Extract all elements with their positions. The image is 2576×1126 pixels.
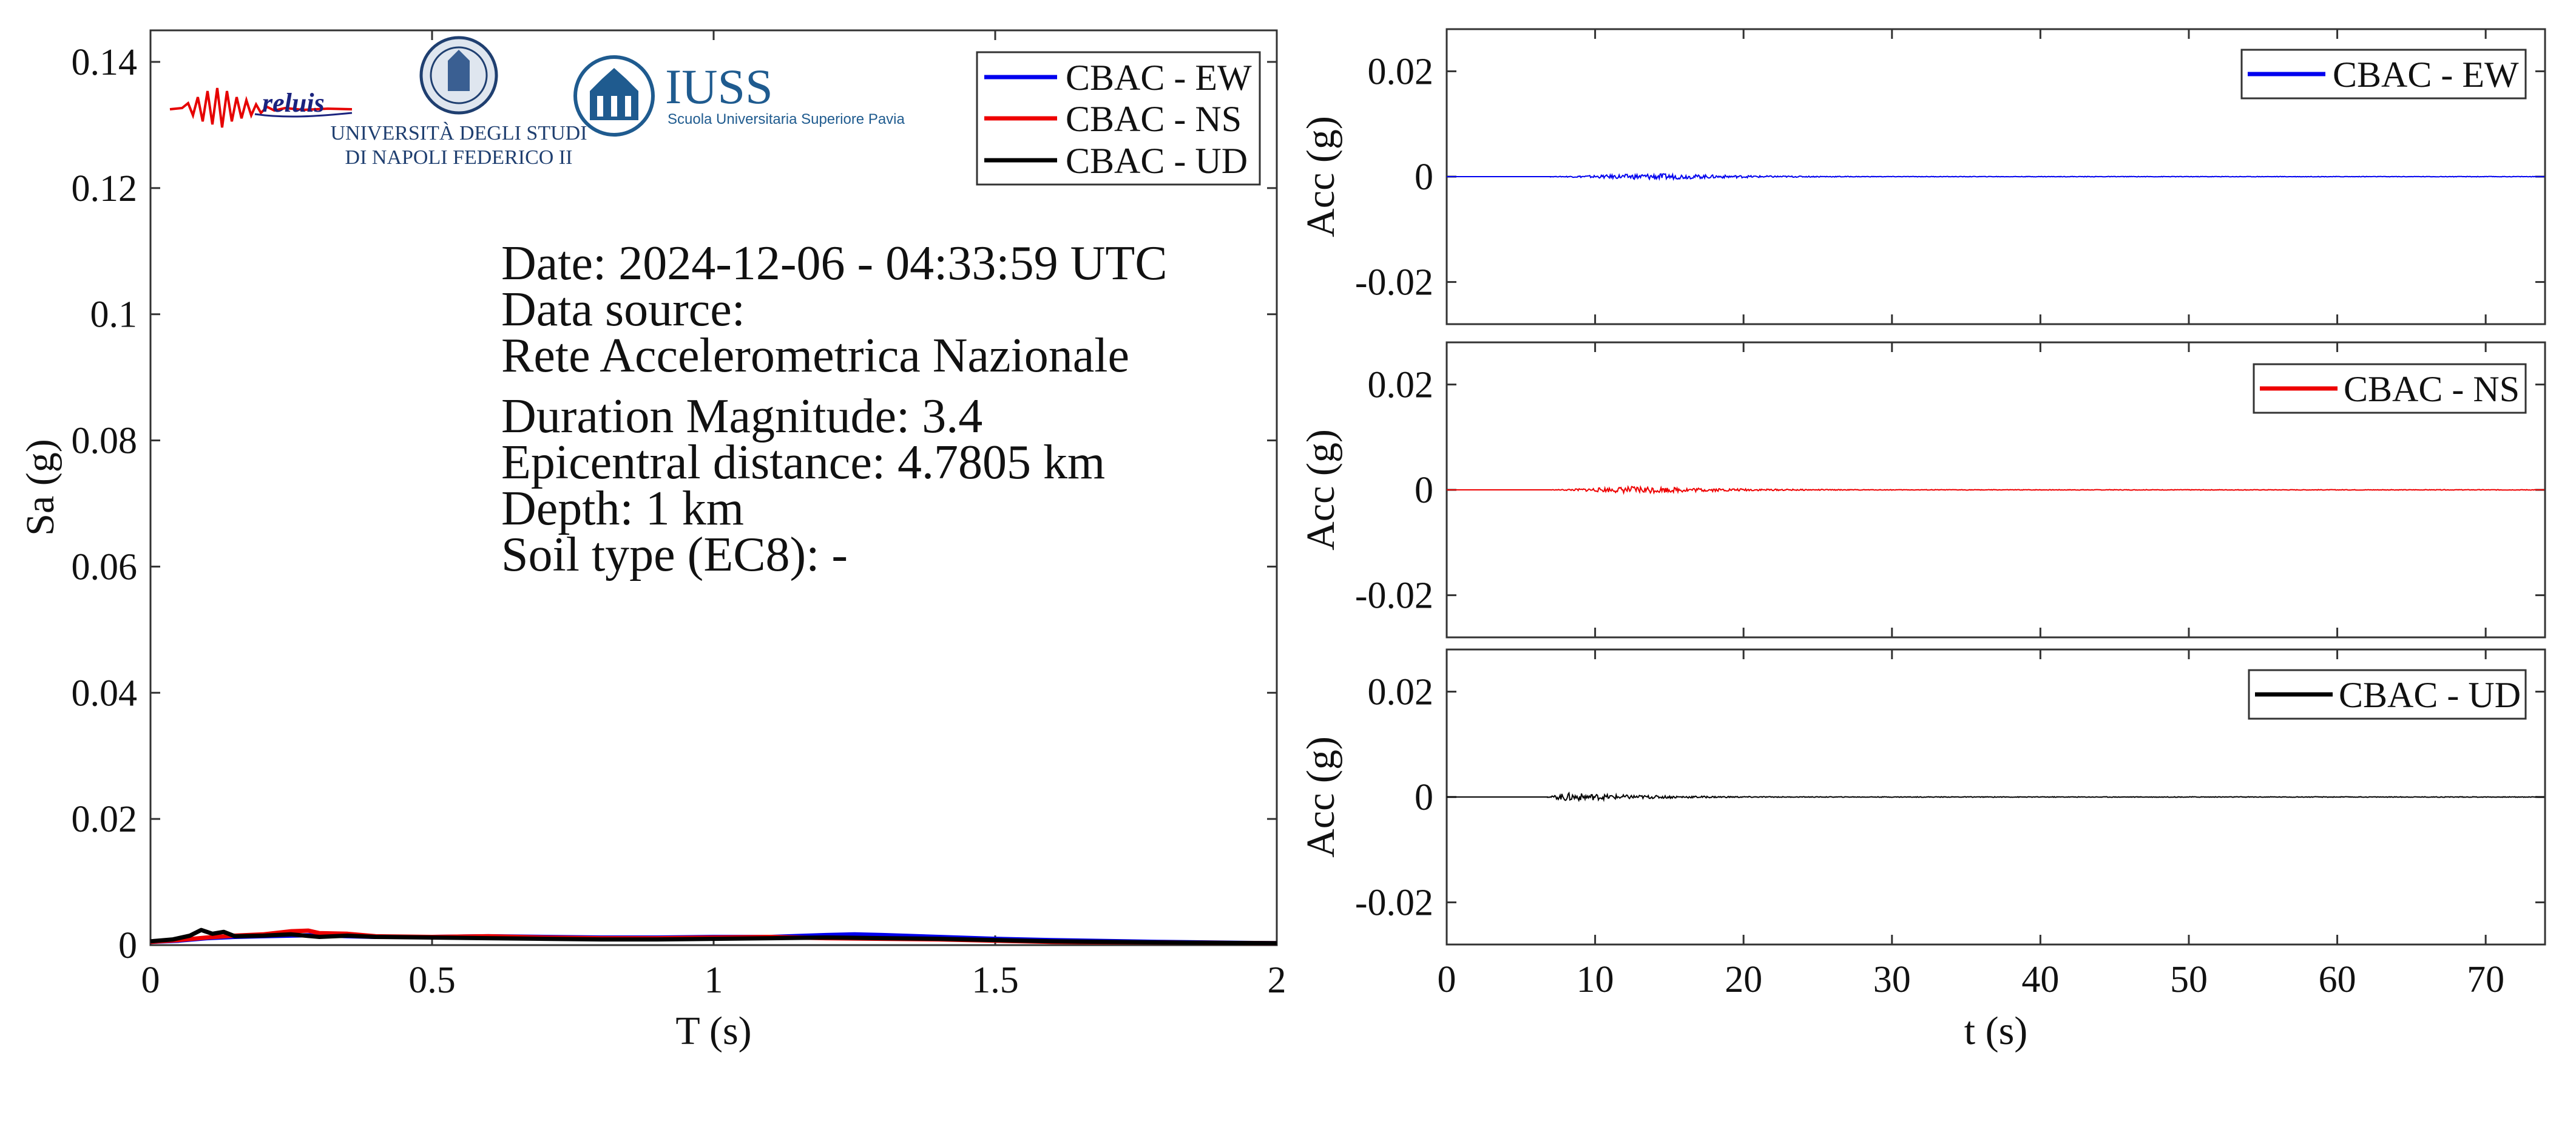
acc-ns-ticks: -0.02 0 0.02	[1355, 342, 2545, 637]
x-tick-label: 30	[1873, 959, 1911, 1000]
x-tick-label: 20	[1725, 959, 1762, 1000]
spectrum-lines	[150, 928, 1277, 946]
y-tick-label: 0.02	[1368, 51, 1434, 92]
unina-name-line1: UNIVERSITÀ DEGLI STUDI	[330, 122, 587, 144]
acc-ew-legend-entry: CBAC - EW	[2333, 55, 2519, 95]
y-tick-label: 0.14	[72, 42, 138, 83]
acc-trace-ew	[1447, 172, 2545, 181]
y-tick-label: 0.04	[72, 673, 138, 714]
acc-ns-legend-entry: CBAC - NS	[2344, 369, 2520, 409]
y-tick-label: 0.06	[72, 546, 138, 588]
y-tick-label: -0.02	[1355, 262, 1433, 304]
y-tick-label: 0	[1415, 470, 1433, 511]
spectrum-panel: 0 0.02 0.04 0.06 0.08 0.1 0.12 0.14 0 0.5 1 1.5 2 T …	[18, 29, 1286, 1053]
acc-trace-ns	[1447, 485, 2545, 495]
acc-ud-x-axis-label: t (s)	[1964, 1009, 2027, 1053]
y-tick-label: 0	[1415, 157, 1433, 198]
acc-ud-legend-entry: CBAC - UD	[2339, 675, 2521, 715]
y-tick-label: -0.02	[1355, 575, 1433, 617]
iuss-subtitle: Scuola Universitaria Superiore Pavia	[668, 111, 905, 127]
acc-ud-legend: CBAC - UD	[2248, 669, 2527, 720]
spectrum-ticks: 0 0.02 0.04 0.06 0.08 0.1 0.12 0.14 0 0.5 1 1.5 2	[72, 30, 1286, 1001]
spectrum-x-axis-label: T (s)	[675, 1009, 751, 1053]
legend-entry-ew: CBAC - EW	[1066, 58, 1252, 98]
info-date: Date: 2024-12-06 - 04:33:59 UTC	[501, 237, 1168, 290]
acc-ud-y-axis-label: Acc (g)	[1299, 736, 1343, 858]
info-source-label: Data source:	[501, 283, 745, 336]
x-tick-label: 0	[1438, 959, 1456, 1000]
x-tick-label: 40	[2021, 959, 2059, 1000]
y-tick-label: -0.02	[1355, 883, 1433, 924]
info-distance: Epicentral distance: 4.7805 km	[501, 436, 1105, 489]
x-tick-label: 1	[705, 960, 723, 1001]
info-depth: Depth: 1 km	[501, 482, 744, 535]
y-tick-label: 0	[118, 925, 137, 966]
y-tick-label: 0.1	[90, 294, 138, 336]
x-tick-label: 10	[1577, 959, 1614, 1000]
y-tick-label: 0.12	[72, 168, 138, 209]
iuss-title: IUSS	[665, 59, 773, 114]
acc-ew-trace	[1447, 172, 2545, 181]
iuss-logo: IUSS Scuola Universitaria Superiore Pavi…	[573, 55, 905, 137]
accelerogram-ew-panel: -0.02 0 0.02 Acc (g) CBAC - EW	[1299, 28, 2546, 325]
reluis-waveform-icon	[169, 87, 353, 128]
y-tick-label: 0.02	[1368, 364, 1434, 405]
legend-entry-ud: CBAC - UD	[1066, 141, 1248, 181]
info-source-value: Rete Accelerometrica Nazionale	[501, 329, 1129, 382]
spectrum-series-ud	[150, 928, 1277, 946]
acc-ud-trace	[1447, 791, 2544, 802]
y-tick-label: 0.08	[72, 421, 138, 462]
x-tick-label: 0	[141, 960, 160, 1001]
accelerogram-ns-panel: -0.02 0 0.02 Acc (g) CBAC - NS	[1299, 341, 2546, 639]
spectrum-legend: CBAC - EW CBAC - NS CBAC - UD	[976, 51, 1261, 186]
acc-ns-legend: CBAC - NS	[2253, 363, 2527, 414]
legend-entry-ns: CBAC - NS	[1066, 99, 1242, 139]
acc-ns-trace	[1447, 485, 2545, 495]
x-tick-label: 70	[2467, 959, 2504, 1000]
acc-ew-y-axis-label: Acc (g)	[1299, 116, 1343, 237]
unina-logo: UNIVERSITÀ DEGLI STUDI DI NAPOLI FEDERIC…	[330, 36, 587, 169]
info-magnitude: Duration Magnitude: 3.4	[501, 390, 982, 443]
x-tick-label: 1.5	[972, 960, 1019, 1001]
unina-name-line2: DI NAPOLI FEDERICO II	[345, 146, 573, 169]
acc-ns-y-axis-label: Acc (g)	[1299, 429, 1343, 551]
x-tick-label: 0.5	[408, 960, 456, 1001]
info-soil: Soil type (EC8): -	[501, 528, 848, 582]
iuss-emblem-icon	[573, 55, 655, 137]
spectrum-y-axis-label: Sa (g)	[18, 439, 63, 535]
event-info-annotation: Date: 2024-12-06 - 04:33:59 UTC Data sou…	[501, 237, 1168, 582]
x-tick-label: 2	[1268, 960, 1286, 1001]
y-tick-label: 0	[1415, 777, 1433, 818]
y-tick-label: 0.02	[1368, 671, 1434, 713]
reluis-text: reluis	[262, 88, 325, 118]
y-tick-label: 0.02	[72, 799, 138, 840]
reluis-logo: reluis	[169, 87, 353, 128]
x-tick-label: 60	[2319, 959, 2356, 1000]
spectrum-legend-box	[976, 51, 1261, 186]
acc-ew-legend: CBAC - EW	[2240, 49, 2527, 100]
acc-trace-ud	[1447, 791, 2544, 802]
x-tick-label: 50	[2170, 959, 2208, 1000]
